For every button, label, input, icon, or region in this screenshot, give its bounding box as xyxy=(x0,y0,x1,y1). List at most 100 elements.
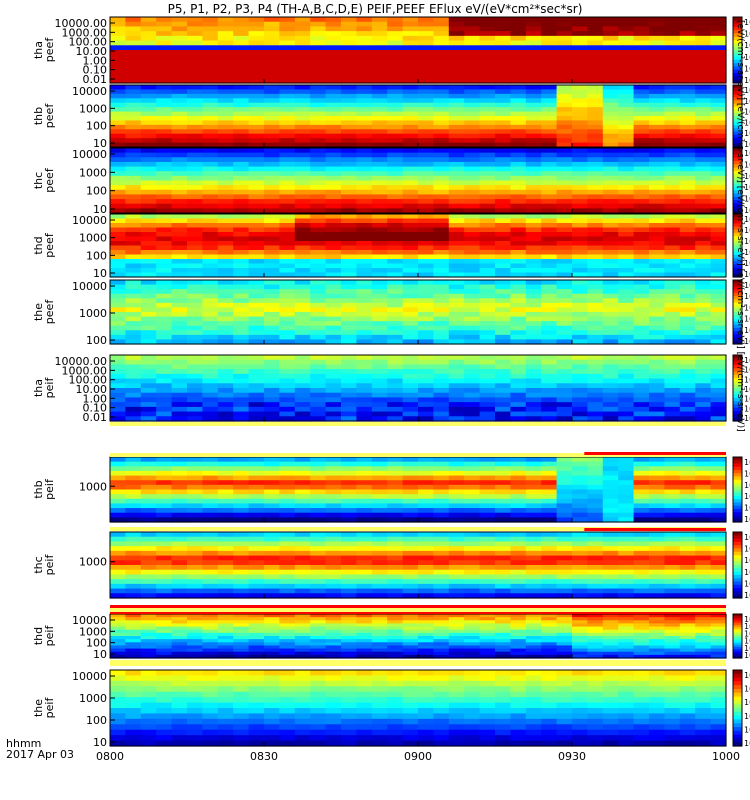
heatmap-cell xyxy=(202,59,219,65)
heatmap-cell xyxy=(602,148,619,154)
heatmap-cell xyxy=(464,133,481,139)
heatmap-cell xyxy=(171,494,188,500)
heatmap-cell xyxy=(187,639,203,643)
heatmap-cell xyxy=(125,536,142,543)
heatmap-cell xyxy=(556,152,573,158)
heatmap-cell xyxy=(418,494,434,500)
heatmap-cell xyxy=(279,508,296,514)
heatmap-cell xyxy=(618,199,635,205)
heatmap-cell xyxy=(649,461,665,467)
heatmap-cell xyxy=(572,107,588,113)
heatmap-cell xyxy=(402,40,419,46)
heatmap-cell xyxy=(248,102,265,108)
colorbar-swatch xyxy=(733,36,742,41)
heatmap-cell xyxy=(418,218,434,224)
colorbar-swatch xyxy=(733,258,742,262)
heatmap-cell xyxy=(464,517,481,523)
colorbar-tick-label: 10⁴ xyxy=(744,504,750,513)
heatmap-cell xyxy=(233,359,250,366)
heatmap-cell xyxy=(171,555,188,561)
heatmap-cell xyxy=(602,157,619,163)
heatmap-cell xyxy=(664,569,681,576)
heatmap-cell xyxy=(602,569,619,576)
heatmap-cell xyxy=(356,555,373,561)
heatmap-cell xyxy=(202,355,219,361)
heatmap-cell xyxy=(356,355,373,361)
heatmap-cell xyxy=(510,93,527,99)
heatmap-cell xyxy=(525,68,542,75)
heatmap-cell xyxy=(587,298,604,304)
colorbar-swatch xyxy=(733,286,742,291)
heatmap-cell xyxy=(248,369,265,375)
heatmap-cell xyxy=(341,307,357,313)
heatmap-cell xyxy=(279,546,296,552)
heatmap-cell xyxy=(710,142,727,148)
heatmap-cell xyxy=(294,373,311,380)
heatmap-cell xyxy=(402,236,419,242)
heatmap-cell xyxy=(171,85,188,91)
heatmap-cell xyxy=(556,194,573,200)
heatmap-cell xyxy=(125,298,142,304)
heatmap-cell xyxy=(294,565,311,571)
heatmap-cell xyxy=(310,280,327,286)
heatmap-cell xyxy=(140,588,157,594)
heatmap-cell xyxy=(495,406,511,413)
heatmap-cell xyxy=(402,402,419,408)
heatmap-cell xyxy=(448,259,465,265)
colorbar-swatch xyxy=(733,43,742,48)
heatmap-cell xyxy=(525,307,542,313)
heatmap-cell xyxy=(664,98,681,104)
heatmap-cell xyxy=(541,138,558,144)
heatmap-cell xyxy=(217,138,234,144)
heatmap-cell xyxy=(325,189,342,196)
heatmap-cell xyxy=(479,383,496,389)
heatmap-cell xyxy=(556,223,573,229)
heatmap-cell xyxy=(510,116,527,122)
heatmap-cell xyxy=(587,142,604,148)
heatmap-cell xyxy=(587,383,604,389)
heatmap-cell xyxy=(341,541,357,547)
heatmap-cell xyxy=(371,339,388,345)
heatmap-cell xyxy=(679,35,696,42)
heatmap-cell xyxy=(233,175,250,182)
heatmap-cell xyxy=(187,512,203,518)
heatmap-cell xyxy=(679,503,696,509)
heatmap-cell xyxy=(402,470,419,477)
heatmap-cell xyxy=(140,120,157,126)
heatmap-cell xyxy=(402,185,419,191)
heatmap-cell xyxy=(525,236,542,242)
heatmap-cell xyxy=(217,250,234,256)
heatmap-cell xyxy=(618,21,635,28)
heatmap-cell xyxy=(156,116,173,122)
heatmap-cell xyxy=(279,470,296,477)
heatmap-cell xyxy=(433,250,450,256)
heatmap-cell xyxy=(310,194,327,200)
heatmap-cell xyxy=(649,26,665,32)
heatmap-cell xyxy=(264,218,280,224)
heatmap-cell xyxy=(418,312,434,318)
heatmap-cell xyxy=(510,480,527,486)
heatmap-cell xyxy=(202,203,219,209)
heatmap-cell xyxy=(664,480,681,486)
heatmap-cell xyxy=(510,161,527,168)
heatmap-cell xyxy=(602,59,619,65)
heatmap-cell xyxy=(325,406,342,413)
heatmap-cell xyxy=(310,402,327,408)
heatmap-cell xyxy=(525,59,542,65)
heatmap-cell xyxy=(248,651,265,656)
heatmap-cell xyxy=(664,316,681,322)
colorbar-swatch xyxy=(733,26,742,31)
heatmap-cell xyxy=(510,588,527,594)
colorbar-swatch xyxy=(733,364,742,369)
heatmap-cell xyxy=(325,268,342,274)
heatmap-cell xyxy=(433,325,450,331)
heatmap-cell xyxy=(418,180,434,186)
heatmap-cell xyxy=(618,588,635,594)
heatmap-cell xyxy=(479,284,496,290)
heatmap-cell xyxy=(356,457,373,463)
heatmap-cell xyxy=(433,236,450,242)
heatmap-cell xyxy=(525,171,542,177)
heatmap-cell xyxy=(110,293,126,299)
heatmap-cell xyxy=(464,250,481,256)
heatmap-cell xyxy=(325,89,342,95)
